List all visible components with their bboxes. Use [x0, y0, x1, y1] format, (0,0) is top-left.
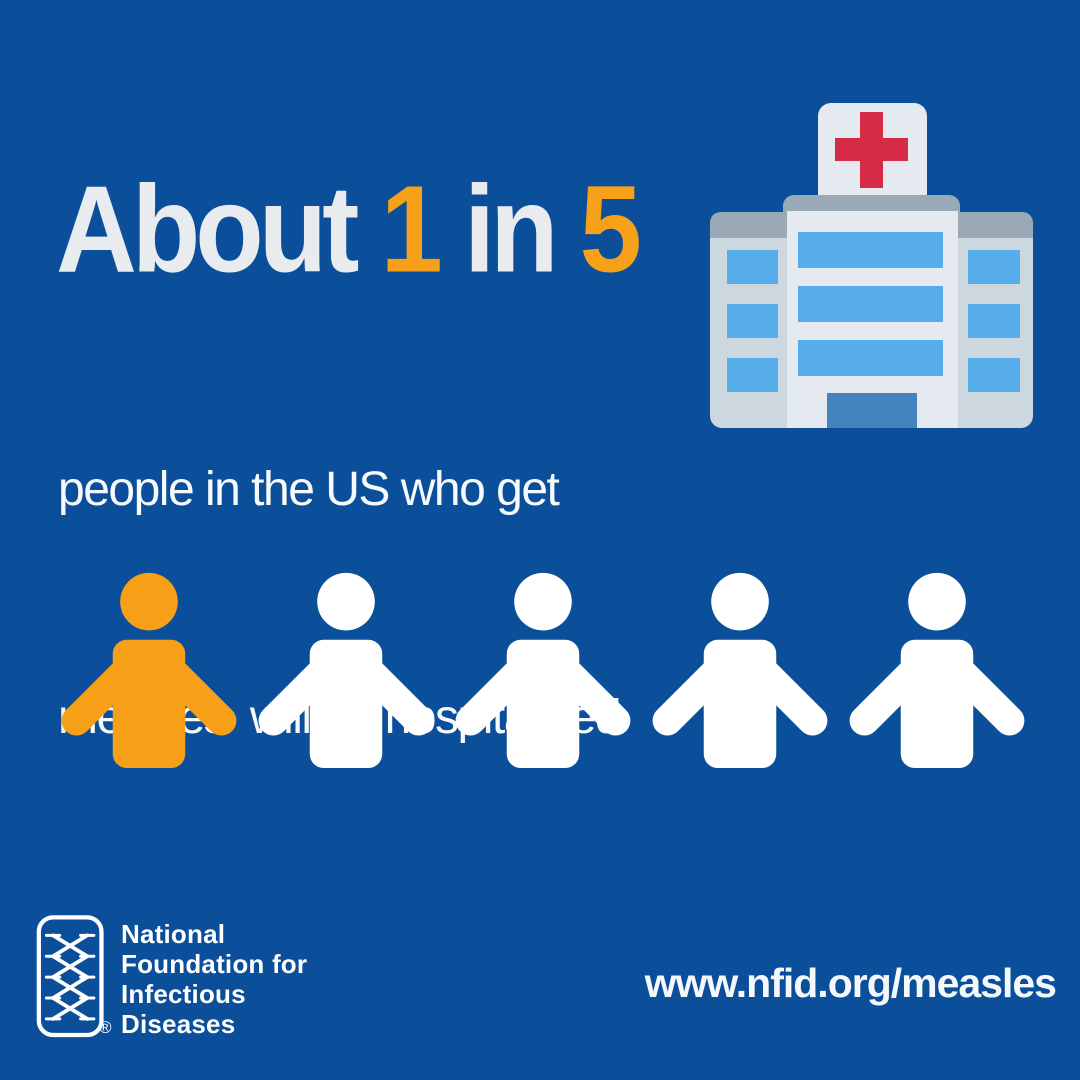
person-icon-2: [258, 572, 434, 768]
nfid-logo-icon: [36, 915, 104, 1038]
pictogram-row: [56, 571, 1030, 769]
headline-word-about: About: [56, 160, 381, 298]
wing-windows: [727, 250, 1020, 392]
person-icon-5: [849, 572, 1025, 768]
person-icon-4: [652, 572, 828, 768]
central-windows: [798, 232, 943, 376]
headline-number-1: 1: [380, 160, 443, 298]
org-name: National Foundation for Infectious Disea…: [121, 919, 307, 1039]
registered-trademark: ®: [99, 1018, 112, 1037]
hospital-door: [827, 393, 917, 428]
org-name-line-4: Diseases: [121, 1009, 236, 1039]
org-name-line-1: National: [121, 919, 226, 949]
footer-url: www.nfid.org/measles: [644, 960, 1057, 1006]
red-cross-icon: [835, 112, 908, 188]
dna-helix-icon: [44, 933, 96, 1021]
headline-word-in: in: [437, 160, 580, 298]
headline-number-5: 5: [579, 160, 642, 298]
person-icon-3: [455, 572, 631, 768]
headline: About 1 in 5: [56, 158, 642, 300]
org-name-line-3: Infectious: [121, 979, 246, 1009]
hospital-icon: [710, 103, 1033, 428]
org-name-line-2: Foundation for: [121, 949, 308, 979]
person-icon-1: [61, 572, 237, 768]
subtitle-line-1: people in the US who get: [58, 463, 560, 516]
